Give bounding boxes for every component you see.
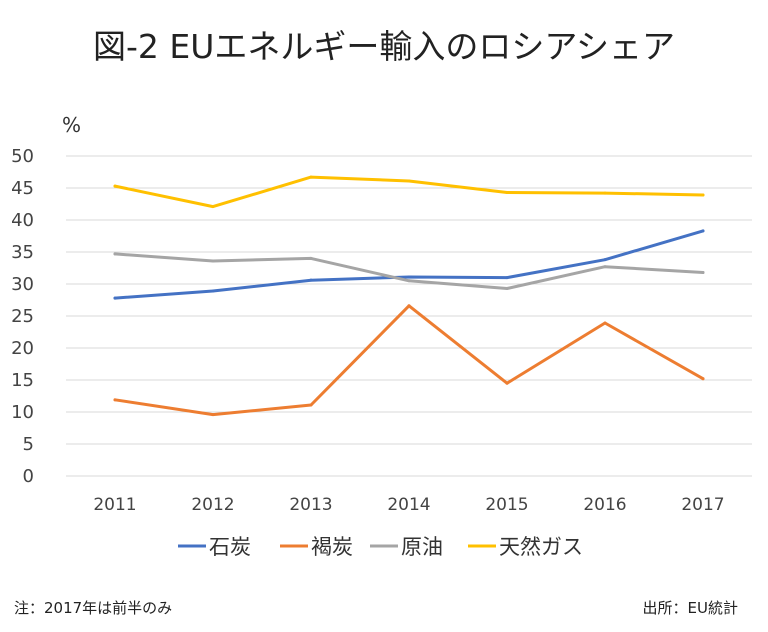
data-point: [309, 256, 313, 260]
legend: 石炭 褐炭 原油 天然ガス: [178, 535, 583, 559]
data-point: [113, 184, 117, 188]
x-tick-label: 2013: [289, 495, 332, 515]
data-point: [701, 193, 705, 197]
data-point: [701, 229, 705, 233]
grid-lines: [66, 155, 752, 477]
x-tick-label: 2015: [485, 495, 528, 515]
y-tick-label: 30: [11, 274, 34, 295]
series-line-1: [113, 304, 705, 417]
y-tick-label: 35: [11, 242, 34, 263]
chart-title: 図-2 EUエネルギー輸入のロシアシェア: [92, 27, 676, 66]
data-point: [309, 175, 313, 179]
legend-label: 原油: [401, 535, 443, 559]
data-point: [211, 413, 215, 417]
source-note: 出所：EU統計: [642, 599, 738, 617]
series-line-0: [113, 229, 705, 300]
data-point: [113, 296, 117, 300]
y-axis-unit: %: [62, 113, 81, 137]
data-point: [309, 403, 313, 407]
y-tick-label: 40: [11, 210, 34, 231]
x-tick-label: 2017: [681, 495, 724, 515]
footnote: 注：2017年は前半のみ: [14, 599, 173, 617]
y-tick-label: 5: [23, 434, 34, 455]
series-lines: [113, 175, 705, 417]
x-tick-label: 2016: [583, 495, 626, 515]
legend-label: 石炭: [209, 535, 251, 559]
data-point: [407, 179, 411, 183]
y-tick-label: 15: [11, 370, 34, 391]
data-point: [603, 321, 607, 325]
x-tick-label: 2012: [191, 495, 234, 515]
y-tick-labels: 0 5 10 15 20 25 30 35 40 45 50: [11, 146, 34, 487]
data-point: [603, 265, 607, 269]
x-tick-label: 2014: [387, 495, 430, 515]
data-point: [701, 377, 705, 381]
data-point: [603, 258, 607, 262]
data-point: [603, 191, 607, 195]
data-point: [701, 270, 705, 274]
x-tick-labels: 2011 2012 2013 2014 2015 2016 2017: [93, 495, 724, 515]
data-point: [505, 190, 509, 194]
data-point: [211, 289, 215, 293]
data-point: [407, 275, 411, 279]
series-line-2: [113, 252, 705, 290]
y-tick-label: 20: [11, 338, 34, 359]
y-tick-label: 0: [23, 466, 34, 487]
data-point: [505, 286, 509, 290]
data-point: [309, 278, 313, 282]
legend-label: 天然ガス: [499, 535, 583, 559]
data-point: [113, 252, 117, 256]
data-point: [505, 381, 509, 385]
data-point: [113, 398, 117, 402]
legend-label: 褐炭: [311, 535, 353, 559]
y-tick-label: 45: [11, 178, 34, 199]
x-tick-label: 2011: [93, 495, 136, 515]
y-tick-label: 25: [11, 306, 34, 327]
data-point: [407, 304, 411, 308]
y-tick-label: 50: [11, 146, 34, 167]
data-point: [505, 276, 509, 280]
data-point: [211, 205, 215, 209]
data-point: [407, 279, 411, 283]
y-tick-label: 10: [11, 402, 34, 423]
data-point: [211, 259, 215, 263]
